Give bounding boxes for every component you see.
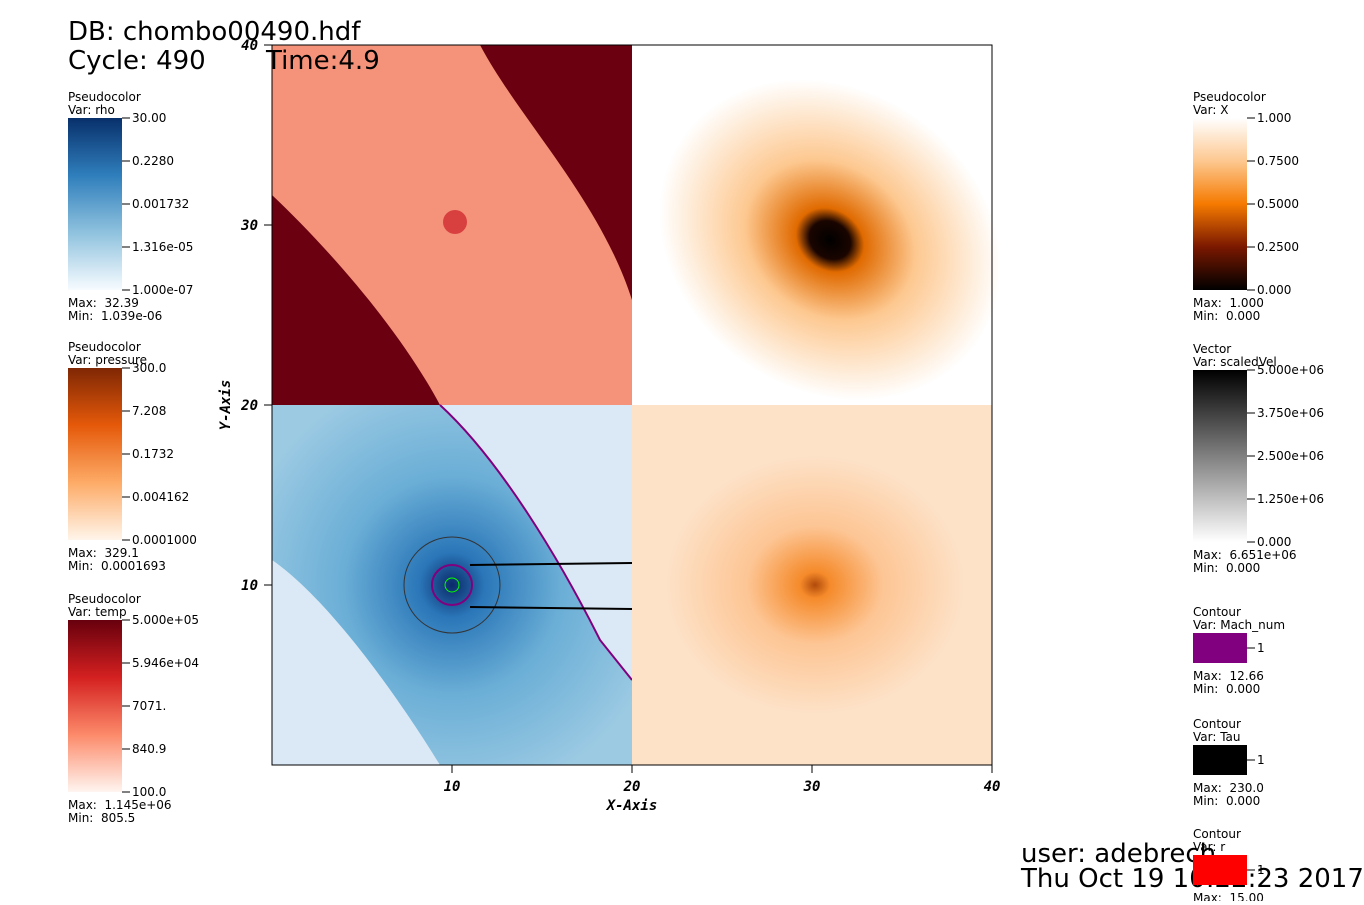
y-tick-label: 20 bbox=[240, 398, 258, 414]
legend-kind: Contour bbox=[1193, 605, 1241, 619]
legend-var: Var: rho bbox=[68, 103, 115, 117]
legend-tick-label: 0.7500 bbox=[1257, 154, 1299, 168]
db-label: DB: chombo00490.hdf bbox=[68, 17, 361, 47]
color-bar bbox=[68, 118, 122, 290]
legend-min: Min: 0.0001693 bbox=[68, 559, 166, 573]
legend-min: Min: 805.5 bbox=[68, 811, 135, 825]
legend-tick-label: 7.208 bbox=[132, 404, 166, 418]
legend-kind: Pseudocolor bbox=[68, 592, 141, 606]
legend-min: Min: 0.000 bbox=[1193, 682, 1260, 696]
cycle-label: Cycle: 490 bbox=[68, 46, 206, 76]
legend-max: Max: 1.145e+06 bbox=[68, 798, 172, 812]
legend-var: Var: temp bbox=[68, 605, 127, 619]
legend-tick-label: 0.2500 bbox=[1257, 240, 1299, 254]
r-contour bbox=[431, 564, 473, 606]
color-bar bbox=[1193, 370, 1247, 542]
legend-min: Min: 0.000 bbox=[1193, 309, 1260, 323]
mach-contour bbox=[439, 404, 633, 681]
x-tick-label: 30 bbox=[803, 779, 821, 795]
legend-kind: Vector bbox=[1193, 342, 1231, 356]
tau-contour bbox=[403, 536, 501, 634]
legend-tick-label: 0.1732 bbox=[132, 447, 174, 461]
contour-swatch bbox=[1193, 745, 1247, 775]
legend-tick-label: 5.000e+06 bbox=[1257, 363, 1324, 377]
x-axis-label: X-Axis bbox=[606, 798, 658, 814]
legend-kind: Pseudocolor bbox=[68, 340, 141, 354]
legend-tick-label: 7071. bbox=[132, 699, 166, 713]
legend-tick-label: 0.2280 bbox=[132, 154, 174, 168]
legend-tick-label: 1.000 bbox=[1257, 111, 1291, 125]
legend-max: Max: 32.39 bbox=[68, 296, 139, 310]
y-tick-label: 10 bbox=[241, 578, 258, 594]
legend-kind: Pseudocolor bbox=[1193, 90, 1266, 104]
legend-tick-label: 0.000 bbox=[1257, 535, 1291, 549]
legend-tick-label: 840.9 bbox=[132, 742, 166, 756]
legend-tick-label: 100.0 bbox=[132, 785, 166, 799]
legend-max: Max: 12.66 bbox=[1193, 669, 1264, 683]
legend-tick-label: 1 bbox=[1257, 863, 1265, 877]
legend-var: Var: scaledVel bbox=[1193, 355, 1277, 369]
y-tick-label: 40 bbox=[241, 38, 258, 54]
jet-lines bbox=[469, 562, 633, 610]
legend-tick-label: 1 bbox=[1257, 753, 1265, 767]
legend-var: Var: r bbox=[1193, 840, 1225, 854]
legend-kind: Contour bbox=[1193, 827, 1241, 841]
legend-max: Max: 6.651e+06 bbox=[1193, 548, 1297, 562]
legend-var: Var: pressure bbox=[68, 353, 147, 367]
legend-kind: Pseudocolor bbox=[68, 90, 141, 104]
time-label: Time:4.9 bbox=[265, 46, 380, 76]
inner-contour bbox=[444, 577, 460, 593]
legend-tick-label: 30.00 bbox=[132, 111, 166, 125]
user-label: user: adebrech bbox=[1021, 839, 1216, 869]
legend-max: Max: 230.0 bbox=[1193, 781, 1264, 795]
color-bar bbox=[68, 368, 122, 540]
legend-min: Min: 0.000 bbox=[1193, 794, 1260, 808]
legend-max: Max: 329.1 bbox=[68, 546, 139, 560]
rho-band bbox=[272, 405, 632, 765]
legend-tick-label: 0.004162 bbox=[132, 490, 189, 504]
x-tick-label: 20 bbox=[623, 779, 641, 795]
legend-tick-label: 0.001732 bbox=[132, 197, 189, 211]
color-bar bbox=[1193, 118, 1247, 290]
x-tick-label: 40 bbox=[984, 779, 1001, 795]
x-blob bbox=[659, 79, 1001, 401]
legend-max: Max: 15.00 bbox=[1193, 891, 1264, 901]
y-axis-label: Y-Axis bbox=[218, 380, 234, 431]
legend-tick-label: 5.000e+05 bbox=[132, 613, 199, 627]
legend-var: Var: Tau bbox=[1193, 730, 1241, 744]
legend-max: Max: 1.000 bbox=[1193, 296, 1264, 310]
contour-swatch bbox=[1193, 855, 1247, 885]
contour-swatch bbox=[1193, 633, 1247, 663]
color-bar bbox=[68, 620, 122, 792]
y-tick-label: 30 bbox=[240, 218, 258, 234]
legend-var: Var: X bbox=[1193, 103, 1228, 117]
legend-tick-label: 300.0 bbox=[132, 361, 166, 375]
legend-tick-label: 1.000e-07 bbox=[132, 283, 193, 297]
pressure-blob bbox=[665, 455, 965, 715]
legend-tick-label: 2.500e+06 bbox=[1257, 449, 1324, 463]
x-tick-label: 10 bbox=[444, 779, 461, 795]
legend-tick-label: 0.5000 bbox=[1257, 197, 1299, 211]
legend-tick-label: 5.946e+04 bbox=[132, 656, 199, 670]
legend-tick-label: 0.0001000 bbox=[132, 533, 197, 547]
legend-tick-label: 1 bbox=[1257, 641, 1265, 655]
legend-min: Min: 0.000 bbox=[1193, 561, 1260, 575]
temp-core bbox=[443, 210, 467, 234]
legend-tick-label: 1.316e-05 bbox=[132, 240, 193, 254]
legend-tick-label: 3.750e+06 bbox=[1257, 406, 1324, 420]
legend-min: Min: 1.039e-06 bbox=[68, 309, 162, 323]
date-label: Thu Oct 19 10:22:23 2017 bbox=[1020, 864, 1364, 894]
legend-tick-label: 1.250e+06 bbox=[1257, 492, 1324, 506]
legend-kind: Contour bbox=[1193, 717, 1241, 731]
legend-var: Var: Mach_num bbox=[1193, 618, 1285, 632]
legend-tick-label: 0.000 bbox=[1257, 283, 1291, 297]
render-area bbox=[271, 44, 1001, 766]
